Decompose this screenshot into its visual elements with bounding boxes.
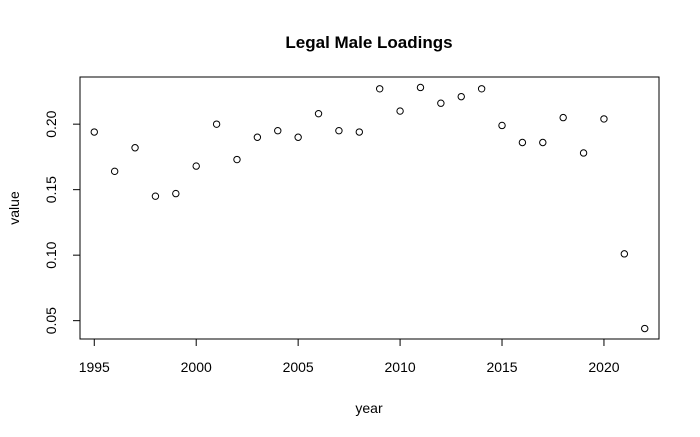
- data-point: [375, 85, 384, 93]
- data-point: [396, 107, 404, 115]
- x-tick-label: 2010: [385, 359, 416, 375]
- x-tick-label: 2020: [588, 359, 619, 375]
- data-point: [641, 324, 649, 333]
- data-point: [253, 133, 262, 141]
- y-tick-label: 0.20: [43, 110, 59, 137]
- y-axis: 0.05 0.10 0.15 0.20: [43, 110, 81, 334]
- data-point: [274, 127, 282, 135]
- data-point: [110, 167, 119, 176]
- y-axis-label: value: [6, 191, 22, 225]
- data-point: [539, 138, 547, 147]
- x-tick-label: 1995: [79, 359, 110, 375]
- data-point: [233, 155, 241, 164]
- data-point: [212, 120, 221, 128]
- y-tick-label: 0.15: [43, 176, 59, 203]
- data-point: [498, 121, 506, 130]
- data-point: [600, 115, 608, 123]
- data-point: [559, 113, 567, 122]
- x-tick-label: 2000: [181, 359, 212, 375]
- data-point: [314, 109, 323, 118]
- x-tick-label: 2015: [486, 359, 517, 375]
- data-point: [131, 144, 139, 152]
- data-point: [437, 99, 445, 107]
- data-point: [579, 149, 588, 157]
- data-point: [172, 189, 180, 198]
- data-point: [151, 192, 160, 200]
- x-axis-label: year: [355, 400, 383, 416]
- data-point: [335, 127, 343, 135]
- y-tick-label: 0.05: [43, 307, 59, 334]
- data-point: [192, 162, 200, 170]
- data-point: [620, 250, 629, 258]
- data-point: [477, 85, 486, 93]
- x-axis: 1995 2000 2005 2010 2015 2020: [79, 338, 620, 375]
- data-points: [90, 83, 649, 333]
- data-point: [90, 128, 98, 136]
- data-point: [518, 138, 527, 147]
- data-point: [355, 128, 364, 136]
- data-point: [416, 83, 425, 92]
- data-point: [457, 92, 465, 101]
- y-tick-label: 0.10: [43, 241, 59, 268]
- plot-frame: [79, 76, 660, 340]
- chart-title: Legal Male Loadings: [285, 33, 452, 52]
- data-point: [294, 133, 302, 141]
- x-tick-label: 2005: [283, 359, 314, 375]
